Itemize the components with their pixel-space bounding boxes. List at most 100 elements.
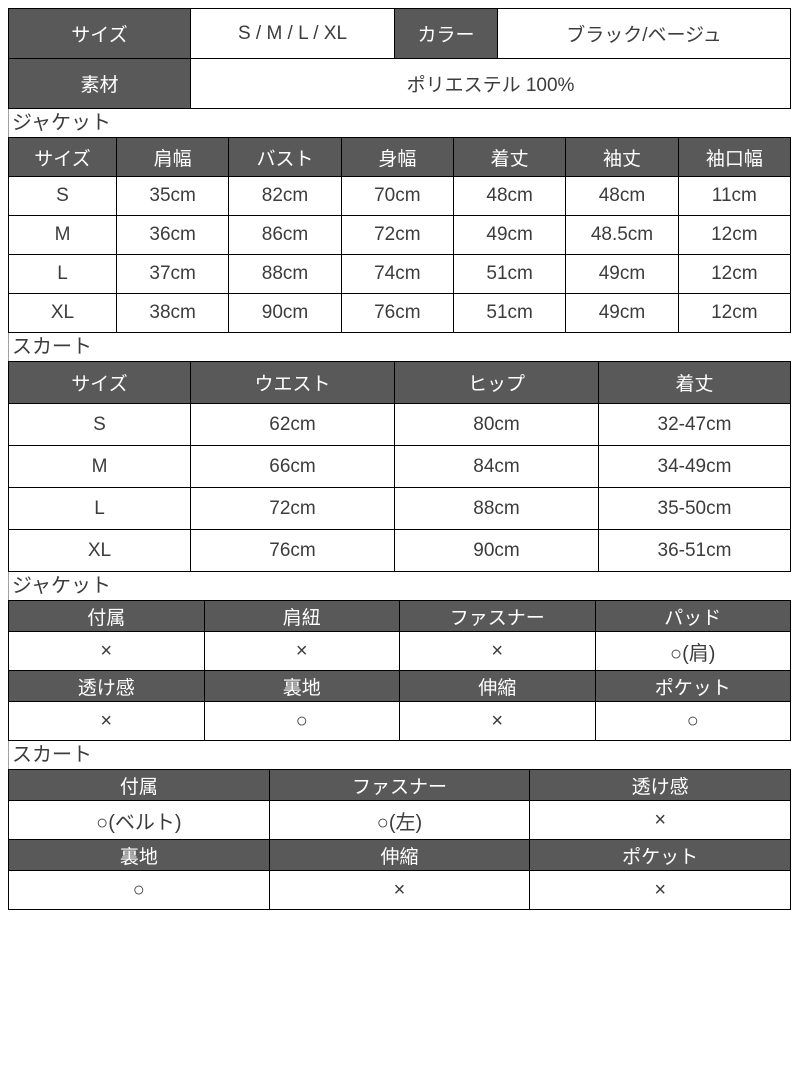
product-info-table: サイズ S / M / L / XL カラー ブラック/ベージュ 素材 ポリエステル 10…	[8, 8, 791, 109]
value-cell: 49cm	[565, 293, 679, 333]
header-cell: バスト	[228, 137, 342, 177]
value-cell: 49cm	[565, 254, 679, 294]
value-cell: 32-47cm	[598, 403, 791, 446]
header-cell: サイズ	[8, 8, 191, 59]
section-label-skirt-size: スカート	[8, 333, 791, 361]
header-cell: 付属	[8, 769, 270, 801]
value-cell: ポリエステル 100%	[190, 58, 791, 109]
value-cell: 48cm	[565, 176, 679, 216]
value-cell: 62cm	[190, 403, 395, 446]
value-cell: ○(肩)	[594, 631, 791, 671]
value-cell: 51cm	[452, 293, 567, 333]
header-cell: ファスナー	[268, 769, 531, 801]
header-cell: 透け感	[8, 670, 205, 702]
value-cell: XL	[8, 529, 191, 572]
value-cell: ×	[203, 631, 400, 671]
value-cell: 34-49cm	[598, 445, 791, 488]
header-cell: 裏地	[8, 839, 270, 871]
value-cell: ×	[529, 870, 791, 910]
table-row: S 35cm 82cm 70cm 48cm 48cm 11cm	[8, 176, 792, 216]
value-cell: 72cm	[190, 487, 395, 530]
header-cell: 裏地	[203, 670, 400, 702]
value-cell: 70cm	[340, 176, 454, 216]
value-cell: 49cm	[452, 215, 567, 255]
value-cell: 48.5cm	[565, 215, 679, 255]
value-cell: M	[8, 445, 191, 488]
value-cell: ×	[529, 800, 791, 840]
section-label-skirt-features: スカート	[8, 741, 791, 769]
skirt-size-table: サイズ ウエスト ヒップ 着丈 S 62cm 80cm 32-47cm M 66cm 84cm 34-…	[8, 361, 791, 572]
value-cell: ×	[8, 701, 205, 741]
value-cell: 35-50cm	[598, 487, 791, 530]
table-row: サイズ S / M / L / XL カラー ブラック/ベージュ	[8, 8, 791, 59]
value-cell: 12cm	[677, 215, 792, 255]
value-cell: S	[8, 403, 191, 446]
table-row: ○(ベルト) ○(左) ×	[8, 800, 791, 840]
value-cell: ×	[268, 870, 531, 910]
value-cell: ×	[399, 631, 596, 671]
table-row: 素材 ポリエステル 100%	[8, 58, 791, 109]
header-cell: ヒップ	[394, 361, 599, 404]
value-cell: 36-51cm	[598, 529, 791, 572]
value-cell: XL	[8, 293, 117, 333]
header-cell: 身幅	[340, 137, 454, 177]
table-row: M 66cm 84cm 34-49cm	[8, 445, 791, 488]
section-label-jacket-size: ジャケット	[8, 109, 791, 137]
value-cell: 48cm	[452, 176, 567, 216]
value-cell: ○(左)	[268, 800, 531, 840]
header-cell: サイズ	[8, 137, 117, 177]
table-row: L 72cm 88cm 35-50cm	[8, 487, 791, 530]
value-cell: L	[8, 487, 191, 530]
skirt-features-table: 付属 ファスナー 透け感 ○(ベルト) ○(左) × 裏地 伸縮 ポケット ○ × ×	[8, 769, 791, 910]
table-row: 裏地 伸縮 ポケット	[8, 839, 791, 871]
value-cell: 76cm	[190, 529, 395, 572]
table-row: × × × ○(肩)	[8, 631, 791, 671]
value-cell: 90cm	[394, 529, 599, 572]
value-cell: 12cm	[677, 254, 792, 294]
table-row: XL 38cm 90cm 76cm 51cm 49cm 12cm	[8, 293, 792, 333]
value-cell: 76cm	[340, 293, 454, 333]
value-cell: 84cm	[394, 445, 599, 488]
header-cell: パッド	[594, 600, 791, 632]
header-cell: 袖丈	[565, 137, 679, 177]
value-cell: L	[8, 254, 117, 294]
header-cell: ポケット	[529, 839, 791, 871]
header-cell: 着丈	[598, 361, 791, 404]
value-cell: 11cm	[677, 176, 792, 216]
value-cell: 51cm	[452, 254, 567, 294]
value-cell: 82cm	[228, 176, 342, 216]
value-cell: 66cm	[190, 445, 395, 488]
table-row: S 62cm 80cm 32-47cm	[8, 403, 791, 446]
table-row: M 36cm 86cm 72cm 49cm 48.5cm 12cm	[8, 215, 792, 255]
header-cell: 付属	[8, 600, 205, 632]
header-cell: カラー	[394, 8, 498, 59]
value-cell: S / M / L / XL	[190, 8, 395, 59]
table-row: サイズ 肩幅 バスト 身幅 着丈 袖丈 袖口幅	[8, 137, 792, 177]
table-row: サイズ ウエスト ヒップ 着丈	[8, 361, 791, 404]
value-cell: ×	[8, 631, 205, 671]
jacket-size-table: サイズ 肩幅 バスト 身幅 着丈 袖丈 袖口幅 S 35cm 82cm 70cm 48cm 48cm 11…	[8, 137, 792, 333]
table-row: 透け感 裏地 伸縮 ポケット	[8, 670, 791, 702]
table-row: 付属 肩紐 ファスナー パッド	[8, 600, 791, 632]
value-cell: 35cm	[115, 176, 230, 216]
table-row: L 37cm 88cm 74cm 51cm 49cm 12cm	[8, 254, 792, 294]
product-spec-page: サイズ S / M / L / XL カラー ブラック/ベージュ 素材 ポリエステル 10…	[8, 8, 792, 910]
header-cell: 透け感	[529, 769, 791, 801]
header-cell: 素材	[8, 58, 191, 109]
header-cell: 着丈	[452, 137, 567, 177]
header-cell: 伸縮	[399, 670, 596, 702]
value-cell: 72cm	[340, 215, 454, 255]
header-cell: 肩幅	[115, 137, 230, 177]
value-cell: 12cm	[677, 293, 792, 333]
value-cell: 80cm	[394, 403, 599, 446]
table-row: XL 76cm 90cm 36-51cm	[8, 529, 791, 572]
header-cell: ウエスト	[190, 361, 395, 404]
value-cell: 90cm	[228, 293, 342, 333]
header-cell: 袖口幅	[677, 137, 792, 177]
value-cell: 86cm	[228, 215, 342, 255]
value-cell: 37cm	[115, 254, 230, 294]
value-cell: M	[8, 215, 117, 255]
value-cell: ○	[594, 701, 791, 741]
value-cell: ブラック/ベージュ	[497, 8, 791, 59]
value-cell: 38cm	[115, 293, 230, 333]
